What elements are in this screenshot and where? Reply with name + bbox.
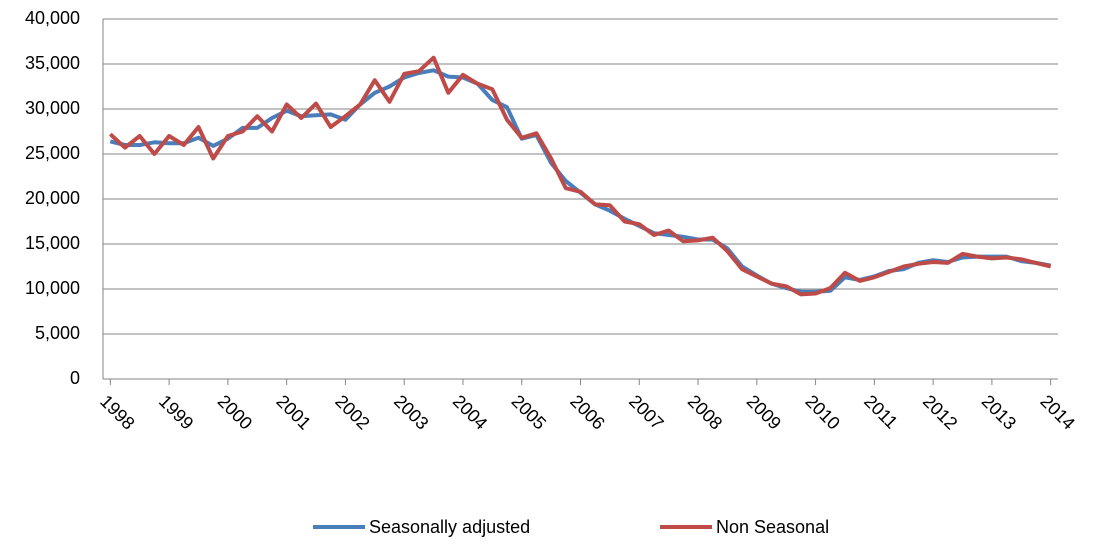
series-line [109, 68, 1052, 294]
x-tick-label: 2002 [331, 391, 373, 433]
legend-label: Non Seasonal [716, 517, 829, 537]
x-tick-label: 2014 [1036, 391, 1078, 433]
x-tick-label: 2006 [566, 391, 608, 433]
y-tick-label: 40,000 [25, 8, 80, 28]
y-tick-label: 25,000 [25, 143, 80, 163]
x-tick-label: 2000 [214, 391, 256, 433]
x-tick-label: 1998 [96, 391, 138, 433]
y-tick-label: 5,000 [35, 323, 80, 343]
y-tick-label: 20,000 [25, 188, 80, 208]
x-tick-label: 2009 [743, 391, 785, 433]
y-tick-label: 10,000 [25, 278, 80, 298]
x-tick-label: 2005 [508, 391, 550, 433]
y-tick-label: 0 [70, 368, 80, 388]
x-tick-label: 2007 [625, 391, 667, 433]
x-tick-label: 2008 [684, 391, 726, 433]
legend-label: Seasonally adjusted [369, 517, 530, 537]
x-tick-label: 2012 [919, 391, 961, 433]
x-tick-label: 2001 [272, 391, 314, 433]
x-tick-label: 2004 [449, 391, 491, 433]
x-tick-label: 2013 [978, 391, 1020, 433]
x-tick-label: 1999 [155, 391, 197, 433]
y-tick-label: 15,000 [25, 233, 80, 253]
y-tick-label: 30,000 [25, 98, 80, 118]
x-tick-label: 2011 [860, 391, 902, 433]
x-tick-label: 2010 [801, 391, 843, 433]
y-tick-label: 35,000 [25, 53, 80, 73]
series-line [108, 55, 1052, 297]
x-tick-label: 2003 [390, 391, 432, 433]
